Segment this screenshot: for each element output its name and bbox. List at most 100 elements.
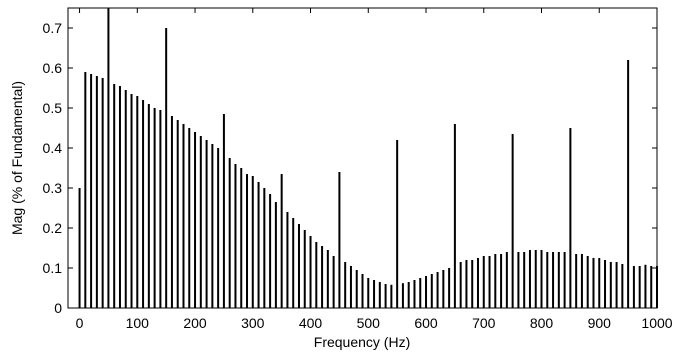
bar bbox=[557, 252, 560, 308]
bar bbox=[338, 172, 341, 308]
bar bbox=[505, 252, 508, 308]
bar bbox=[263, 188, 266, 308]
bar bbox=[170, 116, 173, 308]
bar bbox=[540, 250, 543, 308]
bar bbox=[257, 182, 260, 308]
bar bbox=[650, 266, 653, 308]
bar bbox=[638, 266, 641, 308]
bar bbox=[430, 274, 433, 308]
bar bbox=[349, 266, 352, 308]
bar bbox=[425, 276, 428, 308]
bar bbox=[494, 254, 497, 308]
bar bbox=[546, 252, 549, 308]
bar bbox=[401, 283, 404, 308]
bar bbox=[615, 262, 618, 308]
x-tick-label: 0 bbox=[76, 315, 84, 331]
bar bbox=[176, 120, 179, 308]
bar bbox=[413, 280, 416, 308]
x-tick-label: 700 bbox=[472, 315, 496, 331]
bar bbox=[632, 266, 635, 308]
x-tick-label: 400 bbox=[299, 315, 323, 331]
bar bbox=[211, 144, 214, 308]
bar bbox=[586, 256, 589, 308]
bar bbox=[309, 236, 312, 308]
bar bbox=[459, 262, 462, 308]
bar bbox=[517, 252, 520, 308]
bar bbox=[488, 256, 491, 308]
bar bbox=[534, 250, 537, 308]
bar bbox=[124, 90, 127, 308]
x-tick-label: 600 bbox=[414, 315, 438, 331]
bar bbox=[569, 128, 572, 308]
bar bbox=[355, 270, 358, 308]
y-axis-title: Mag (% of Fundamental) bbox=[9, 81, 25, 235]
bar bbox=[107, 8, 110, 308]
bar bbox=[78, 188, 81, 308]
y-tick-label: 0.7 bbox=[43, 20, 63, 36]
bar bbox=[205, 140, 208, 308]
bar bbox=[303, 230, 306, 308]
bar bbox=[142, 100, 145, 308]
bar bbox=[361, 274, 364, 308]
bar bbox=[604, 260, 607, 308]
x-axis-title: Frequency (Hz) bbox=[314, 334, 410, 350]
bar bbox=[465, 260, 468, 308]
bar bbox=[194, 132, 197, 308]
bar bbox=[234, 164, 237, 308]
bar bbox=[500, 254, 503, 308]
bar bbox=[153, 108, 156, 308]
bar bbox=[118, 86, 121, 308]
x-tick-label: 1000 bbox=[641, 315, 672, 331]
bar bbox=[580, 254, 583, 308]
bar bbox=[321, 246, 324, 308]
bar bbox=[627, 60, 630, 308]
plot-background bbox=[68, 8, 657, 308]
x-tick-label: 900 bbox=[588, 315, 612, 331]
bar bbox=[332, 256, 335, 308]
x-tick-label: 300 bbox=[241, 315, 265, 331]
bar bbox=[384, 284, 387, 308]
bar bbox=[159, 110, 162, 308]
bar bbox=[592, 258, 595, 308]
bar bbox=[188, 128, 191, 308]
bar bbox=[609, 262, 612, 308]
bar bbox=[378, 282, 381, 308]
bar bbox=[84, 72, 87, 308]
bar bbox=[182, 124, 185, 308]
y-axis-ticks: 0 0.1 0.2 0.3 0.4 0.5 0.6 0.7 bbox=[43, 20, 657, 316]
bar bbox=[396, 140, 399, 308]
bar bbox=[448, 268, 451, 308]
bars-group bbox=[78, 8, 658, 308]
bar bbox=[251, 176, 254, 308]
bar bbox=[240, 168, 243, 308]
bar bbox=[228, 158, 231, 308]
bar bbox=[482, 256, 485, 308]
bar bbox=[217, 148, 220, 308]
bar bbox=[598, 258, 601, 308]
bar bbox=[575, 254, 578, 308]
bar bbox=[644, 264, 647, 308]
bar bbox=[344, 262, 347, 308]
bar bbox=[113, 84, 116, 308]
bar bbox=[292, 218, 295, 308]
y-tick-label: 0.3 bbox=[43, 180, 63, 196]
bar bbox=[147, 104, 150, 308]
bar bbox=[471, 260, 474, 308]
bar bbox=[315, 242, 318, 308]
x-tick-label: 100 bbox=[126, 315, 150, 331]
x-tick-label: 800 bbox=[530, 315, 554, 331]
bar bbox=[476, 258, 479, 308]
y-tick-label: 0.2 bbox=[43, 220, 63, 236]
bar bbox=[165, 28, 168, 308]
y-tick-label: 0.5 bbox=[43, 100, 63, 116]
bar bbox=[274, 202, 277, 308]
y-tick-label: 0.1 bbox=[43, 260, 63, 276]
bar bbox=[326, 250, 329, 308]
bar bbox=[563, 252, 566, 308]
bar bbox=[222, 114, 225, 308]
bar bbox=[523, 252, 526, 308]
bar bbox=[373, 280, 376, 308]
bar bbox=[367, 278, 370, 308]
bar bbox=[246, 174, 249, 308]
